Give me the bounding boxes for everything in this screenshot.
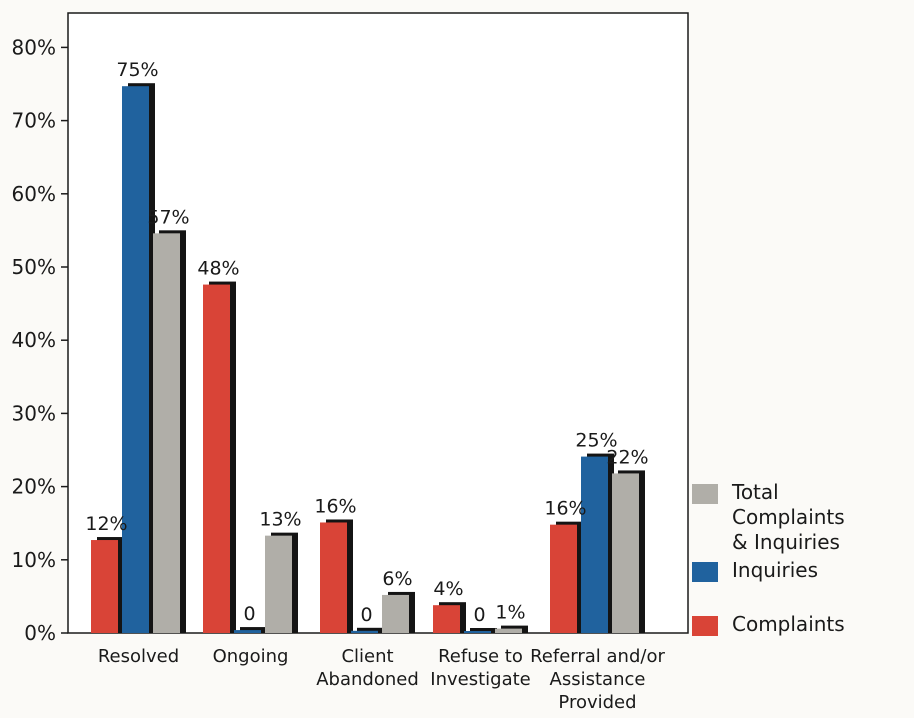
legend-label: Inquiries [732, 558, 819, 582]
y-tick-label: 50% [12, 255, 56, 279]
bar-inquiries [234, 630, 261, 633]
bar-shadow [357, 627, 384, 633]
bar-total-complaints [265, 535, 292, 633]
bar-value-label: 4% [433, 578, 463, 600]
x-category-label: Client Abandoned [316, 646, 419, 690]
bar-shadow [470, 628, 497, 633]
bar-value-label: 75% [116, 59, 158, 81]
y-tick-label: 30% [12, 401, 56, 425]
legend-label: Total Complaints & Inquiries [732, 480, 845, 554]
legend-swatch [692, 616, 718, 636]
bar-complaints [320, 522, 347, 633]
bar-value-label: 16% [314, 495, 356, 517]
y-axis: 0% 10% 20% 30% 40% 50% 60% 70% 80% [12, 35, 68, 645]
bar-inquiries [464, 631, 491, 633]
bar-complaints [550, 524, 577, 633]
bar-value-label: 25% [575, 430, 617, 452]
y-tick-label: 80% [12, 35, 56, 59]
x-category-label: Refuse to Investigate [430, 646, 530, 690]
legend-item: Complaints [692, 612, 845, 637]
bar-total-complaints [612, 473, 639, 633]
y-tick-label: 20% [12, 475, 56, 499]
y-tick-label: 60% [12, 182, 56, 206]
legend-label: Complaints [732, 612, 845, 636]
bar-inquiries [122, 86, 149, 634]
bar-complaints [433, 605, 460, 633]
bar-value-label: 0 [473, 604, 485, 626]
y-tick-label: 40% [12, 328, 56, 352]
bar-total-complaints [382, 594, 409, 633]
bar-value-label: 0 [243, 603, 255, 625]
y-tick-label: 10% [12, 548, 56, 572]
y-tick-label: 70% [12, 109, 56, 133]
bar-value-label: 16% [544, 498, 586, 520]
legend-item: Inquiries [692, 558, 818, 583]
bar-shadow [240, 627, 267, 633]
legend-swatch [692, 562, 718, 582]
legend-item: Total Complaints & Inquiries [692, 480, 845, 555]
bars [91, 83, 645, 634]
bar-total-complaints [153, 233, 180, 633]
y-tick-label: 0% [24, 621, 56, 645]
bar-value-label: 1% [495, 602, 525, 624]
bar-complaints [203, 284, 230, 633]
bar-value-label: 22% [606, 446, 648, 468]
x-category-label: Referral and/or Assistance Provided [530, 646, 665, 713]
bar-inquiries [581, 456, 608, 633]
bar-total-complaints [495, 628, 522, 633]
bar-value-label: 57% [147, 206, 189, 228]
legend-swatch [692, 484, 718, 504]
bar-inquiries [351, 630, 378, 633]
bar-value-label: 6% [382, 568, 412, 590]
bar-value-label: 48% [197, 258, 239, 280]
x-category-label: Resolved [98, 646, 179, 667]
bar-value-label: 13% [259, 509, 301, 531]
bar-value-label: 0 [360, 604, 372, 626]
bar-complaints [91, 540, 118, 633]
bar-value-labels: 12% 75% 57% 48% 0 13% 16% 0 6% 4% 0 1% 16% 25%22% [85, 59, 648, 626]
bar-value-label: 12% [85, 513, 127, 535]
x-category-label: Ongoing [213, 646, 289, 667]
